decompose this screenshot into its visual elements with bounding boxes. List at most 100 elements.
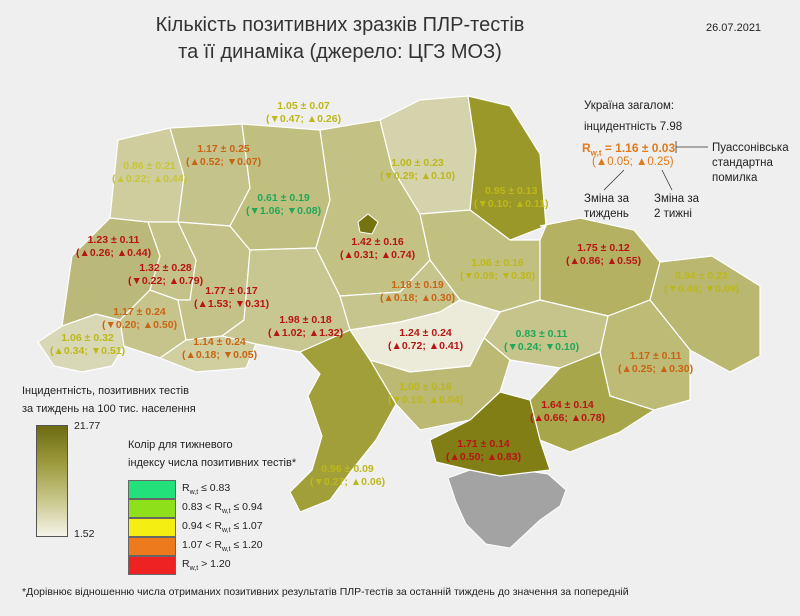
legend-suffix-3: ≤ 1.07 (230, 520, 263, 532)
two-week-change-line-1: Зміна за (654, 193, 700, 205)
sumy-changes: (▼0.10; ▲0.11) (474, 198, 549, 210)
label-kirovohrad: 1.24 ± 0.24 (▲0.72; ▲0.41) (388, 327, 463, 353)
poisson-line-2: стандартна (712, 157, 773, 169)
r-sub: w,t (222, 546, 231, 554)
rivne-rwt: 1.17 ± 0.25 (197, 143, 250, 155)
chernihiv-changes: (▼0.47; ▲0.26) (266, 113, 342, 125)
kharkiv-changes: (▲0.86; ▲0.55) (566, 255, 642, 267)
legend-swatch-5 (128, 556, 176, 575)
label-cherkasy: 1.18 ± 0.19 (▲0.18; ▲0.30) (380, 279, 455, 305)
r-sub: w,t (189, 489, 199, 497)
label-dnipro: 0.83 ± 0.11 (▼0.24; ▼0.10) (504, 328, 579, 354)
region-kyiv-city (357, 213, 379, 235)
region-kherson (429, 391, 551, 477)
poltava-rwt: 1.06 ± 0.16 (471, 257, 524, 269)
legend-row-4: 1.07 < Rw,t ≤ 1.20 (128, 537, 368, 556)
ukraine-summary-heading: Україна загалом: (584, 100, 675, 112)
legend-swatch-2 (128, 499, 176, 518)
r-symbol: R (182, 558, 190, 570)
zhytomyr-changes: (▼1.06; ▼0.08) (246, 205, 322, 217)
ivano-frankivsk-changes: (▼0.20; ▲0.50) (102, 319, 178, 331)
khmelnytskyi-changes: (▲1.53; ▼0.31) (194, 298, 270, 310)
ivano-frankivsk-rwt: 1.17 ± 0.24 (113, 306, 166, 318)
map-title: Кількість позитивних зразків ПЛР-тестів … (120, 12, 560, 66)
incidence-max: 21.77 (74, 420, 101, 432)
cherkasy-changes: (▲0.18; ▲0.30) (380, 292, 456, 304)
chernivtsi-rwt: 1.14 ± 0.24 (193, 336, 246, 348)
zaporizhzhia-rwt: 1.64 ± 0.14 (541, 399, 594, 411)
legend-text-4: 1.07 < Rw,t ≤ 1.20 (182, 539, 263, 553)
incidence-legend-title: Інцидентність, позитивних тестів за тижд… (22, 382, 196, 418)
legend-value-4: < R (205, 539, 222, 551)
zakarpattia-rwt: 1.06 ± 0.32 (61, 332, 114, 344)
donetsk-rwt: 1.17 ± 0.11 (629, 350, 682, 362)
mykolaiv-rwt: 1.00 ± 0.16 (399, 381, 452, 393)
two-week-change-line-2: 2 тижні (654, 208, 692, 220)
label-luhansk: 0.94 ± 0.23 (▼0.46; ▼0.09) (664, 270, 739, 296)
legend-suffix-2: ≤ 0.94 (230, 501, 263, 513)
volyn-rwt: 0.86 ± 0.21 (123, 160, 176, 172)
legend-row-2: 0.83 < Rw,t ≤ 0.94 (128, 499, 368, 518)
r-symbol: R (182, 482, 190, 494)
kirovohrad-changes: (▲0.72; ▲0.41) (388, 340, 464, 352)
region-crimea (447, 469, 567, 549)
zakarpattia-changes: (▲0.34; ▼0.51) (50, 345, 126, 357)
kherson-changes: (▲0.50; ▲0.83) (446, 451, 522, 463)
incidence-min: 1.52 (74, 528, 95, 540)
vinnytsia-changes: (▲1.02; ▲1.32) (268, 327, 344, 339)
label-kyiv: 1.42 ± 0.16 (▲0.31; ▲0.74) (340, 236, 415, 262)
incidence-gradient-bar (36, 425, 68, 537)
ternopil-changes: (▼0.22; ▲0.79) (128, 275, 204, 287)
region-mykolaiv (368, 337, 511, 431)
kirovohrad-rwt: 1.24 ± 0.24 (399, 327, 452, 339)
legend-text-3: 0.94 < Rw,t ≤ 1.07 (182, 520, 263, 534)
connector-2weeks (661, 169, 673, 191)
region-sumy (467, 95, 547, 241)
legend-row-5: Rw,t > 1.20 (128, 556, 368, 575)
volyn-changes: (▲0.22; ▲0.44) (112, 173, 188, 185)
cherkasy-rwt: 1.18 ± 0.19 (391, 279, 444, 291)
label-sumy: 0.95 ± 0.13 (▼0.10; ▲0.11) (474, 185, 548, 211)
label-chernihiv-east: 1.00 ± 0.23 (▼0.29; ▲0.10) (380, 157, 455, 183)
label-zhytomyr: 0.61 ± 0.19 (▼1.06; ▼0.08) (246, 192, 321, 218)
legend-prefix-2: 0.83 (182, 501, 206, 513)
label-donetsk: 1.17 ± 0.11 (▲0.25; ▲0.30) (618, 350, 693, 376)
label-chernivtsi: 1.14 ± 0.24 (▲0.18; ▼0.05) (182, 336, 257, 362)
label-rivne: 1.17 ± 0.25 (▲0.52; ▼0.07) (186, 143, 261, 169)
label-chernihiv: 1.05 ± 0.07 (▼0.47; ▲0.26) (266, 100, 341, 126)
color-legend-line-2: індексу числа позитивних тестів* (128, 457, 297, 469)
label-odesa: 0.96 ± 0.09 (▼0.27; ▲0.06) (310, 463, 385, 489)
legend-value-5: > 1.20 (201, 558, 231, 570)
label-khmelnytskyi: 1.77 ± 0.17 (▲1.53; ▼0.31) (194, 285, 269, 311)
chernihiv-east-rwt: 1.00 ± 0.23 (391, 157, 444, 169)
ukraine-rwt: Rw,t = 1.16 ± 0.03 (582, 141, 676, 158)
label-zaporizhzhia: 1.64 ± 0.14 (▲0.66; ▲0.78) (530, 399, 605, 425)
legend-text-5: Rw,t > 1.20 (182, 558, 231, 572)
color-legend-title: Колір для тижневого індексу числа позити… (128, 436, 296, 472)
legend-suffix-4: ≤ 1.20 (230, 539, 263, 551)
label-ternopil: 1.32 ± 0.28 (▼0.22; ▲0.79) (128, 262, 203, 288)
poisson-line-3: помилка (712, 172, 758, 184)
lviv-rwt: 1.23 ± 0.11 (87, 234, 140, 246)
ukraine-rwt-value: = 1.16 ± 0.03 (604, 141, 676, 155)
luhansk-rwt: 0.94 ± 0.23 (675, 270, 728, 282)
label-volyn: 0.86 ± 0.21 (▲0.22; ▲0.44) (112, 160, 187, 186)
week-change-line-2: тиждень (584, 208, 629, 220)
rivne-changes: (▲0.52; ▼0.07) (186, 156, 262, 168)
legend-prefix-4: 1.07 (182, 539, 206, 551)
lviv-changes: (▲0.26; ▲0.44) (76, 247, 152, 259)
legend-value-2: < R (205, 501, 222, 513)
donetsk-changes: (▲0.25; ▲0.30) (618, 363, 694, 375)
kyiv-changes: (▲0.31; ▲0.74) (340, 249, 416, 261)
legend-swatch-1 (128, 480, 176, 499)
sumy-rwt: 0.95 ± 0.13 (485, 185, 538, 197)
footnote: *Дорівнює відношенню числа отриманих поз… (22, 586, 629, 598)
incidence-legend-line-1: Інцидентність, позитивних тестів (22, 385, 189, 397)
r-sub: w,t (222, 508, 231, 516)
poisson-line-1: Пуассонівська (712, 142, 789, 154)
two-week-change-note: Зміна за 2 тижні (654, 192, 699, 222)
poisson-note: Пуассонівська стандартна помилка (712, 141, 789, 186)
vinnytsia-rwt: 1.98 ± 0.18 (279, 314, 332, 326)
